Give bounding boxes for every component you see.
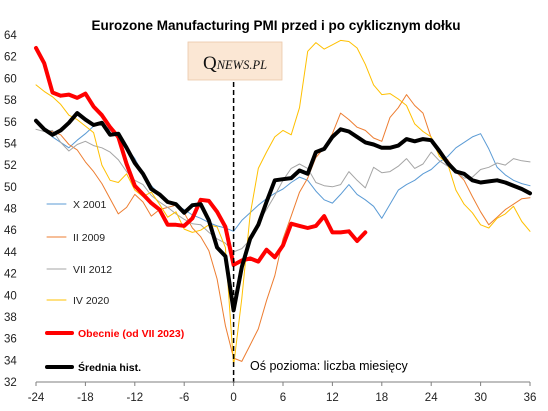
y-tick-label: 42 <box>4 269 17 281</box>
series-line-obecnie-od-vii-2023 <box>34 46 368 267</box>
y-tick-label: 50 <box>4 182 17 194</box>
legend-label: VII 2012 <box>73 264 112 276</box>
axis-note: Oś pozioma: liczba miesięcy <box>250 359 408 373</box>
x-tick-label: 6 <box>280 392 286 404</box>
x-tick-label: -18 <box>77 392 94 404</box>
y-tick-label: 60 <box>4 73 17 85</box>
series-line-iv-2020 <box>35 39 531 367</box>
x-tick-label: 12 <box>326 392 339 404</box>
x-tick-label: -6 <box>179 392 189 404</box>
y-tick-label: 32 <box>4 377 17 389</box>
series-line-rednia-hist <box>34 111 532 313</box>
x-tick-label: 24 <box>425 392 438 404</box>
y-tick-label: 36 <box>4 334 17 346</box>
y-tick-label: 52 <box>4 160 17 172</box>
x-tick-label: 0 <box>230 392 236 404</box>
legend: X 2001 II 2009 VII 2012 IV 2020 Obecnie (od … <box>45 199 184 374</box>
x-tick-label: 30 <box>474 392 487 404</box>
y-tick-label: 64 <box>4 30 17 42</box>
y-tick-label: 54 <box>4 138 17 150</box>
x-tick-label: 18 <box>375 392 388 404</box>
qnews-logo: QNEWS.PL <box>187 41 283 81</box>
x-tick-label: -12 <box>126 392 143 404</box>
x-axis: -24 -18 -12 -6 0 6 12 18 24 30 36 <box>28 381 537 404</box>
x-tick-label: 36 <box>524 392 537 404</box>
legend-label: IV 2020 <box>73 295 109 307</box>
y-axis: 32 34 36 38 40 42 44 46 48 50 52 54 56 58 60 62 64 <box>4 30 17 389</box>
y-tick-label: 56 <box>4 117 17 129</box>
y-tick-label: 48 <box>4 204 17 216</box>
chart-title: Eurozone Manufacturing PMI przed i po cy… <box>91 18 460 33</box>
y-tick-label: 34 <box>4 355 17 367</box>
legend-label: Obecnie (od VII 2023) <box>78 328 184 340</box>
legend-label: II 2009 <box>73 232 105 244</box>
y-tick-label: 38 <box>4 312 17 324</box>
series-lines <box>34 39 532 367</box>
x-tick-label: -24 <box>28 392 45 404</box>
legend-label: X 2001 <box>73 199 106 211</box>
y-tick-label: 40 <box>4 290 17 302</box>
y-tick-label: 58 <box>4 95 17 107</box>
y-tick-label: 46 <box>4 225 17 237</box>
logo-text: QNEWS.PL <box>203 53 267 74</box>
y-tick-label: 44 <box>4 247 17 259</box>
y-tick-label: 62 <box>4 52 17 64</box>
legend-label: Średnia hist. <box>78 361 141 374</box>
